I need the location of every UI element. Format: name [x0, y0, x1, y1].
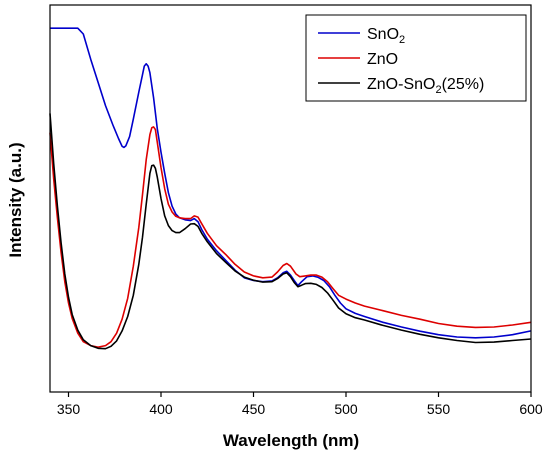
- x-tick-label: 350: [57, 401, 81, 417]
- series-line-0: [50, 27, 532, 339]
- x-tick-label: 550: [427, 401, 451, 417]
- x-tick-label: 500: [334, 401, 358, 417]
- series-line-2: [49, 113, 532, 350]
- x-tick-label: 400: [149, 401, 173, 417]
- y-axis-title: Intensity (a.u.): [6, 142, 25, 257]
- plot-frame: [49, 4, 532, 393]
- legend-label-1: ZnO: [367, 51, 398, 68]
- x-axis-ticks: 350 400 450 500 550 600: [57, 392, 543, 417]
- legend: SnO2 ZnO ZnO-SnO2(25%): [305, 14, 527, 102]
- x-tick-label: 450: [242, 401, 266, 417]
- legend-label-0: SnO2: [367, 26, 405, 46]
- series-lines: [49, 27, 532, 350]
- x-axis-title: Wavelength (nm): [223, 431, 359, 450]
- x-tick-label: 600: [519, 401, 543, 417]
- series-line-1: [49, 126, 532, 348]
- legend-label-2: ZnO-SnO2(25%): [367, 76, 484, 96]
